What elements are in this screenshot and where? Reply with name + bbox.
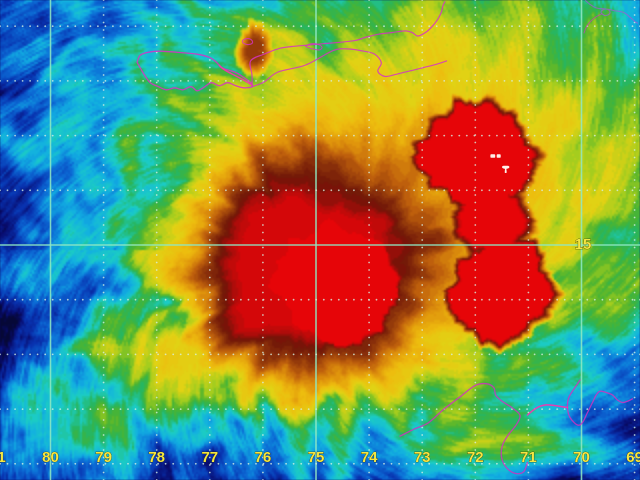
svg-text:72: 72: [467, 449, 484, 466]
svg-text:78: 78: [148, 449, 165, 466]
svg-text:73: 73: [414, 449, 431, 466]
svg-text:77: 77: [201, 449, 218, 466]
svg-text:75: 75: [308, 449, 325, 466]
svg-text:15: 15: [575, 236, 592, 253]
svg-text:74: 74: [361, 449, 378, 466]
svg-text:69: 69: [626, 449, 640, 466]
svg-text:76: 76: [255, 449, 272, 466]
svg-text:80: 80: [42, 449, 59, 466]
svg-text:79: 79: [95, 449, 112, 466]
svg-text:70: 70: [573, 449, 590, 466]
svg-text:81: 81: [0, 449, 6, 466]
svg-text:71: 71: [520, 449, 537, 466]
